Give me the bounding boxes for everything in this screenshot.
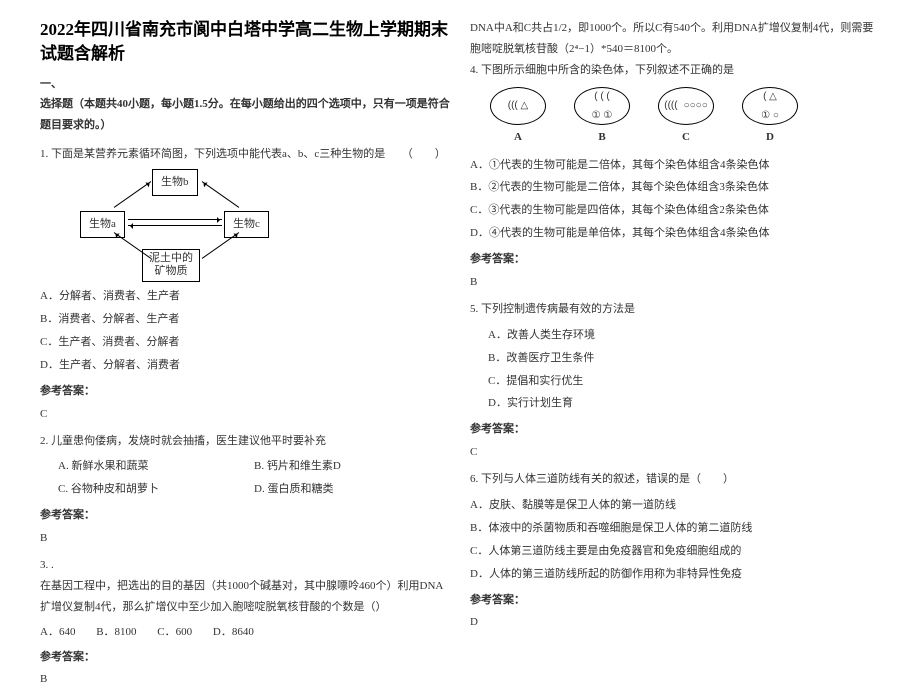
q5-ans-label: 参考答案：: [470, 419, 880, 440]
q1-opt-b: B．消费者、分解者、生产者: [40, 308, 450, 331]
question-4: 4. 下图所示细胞中所含的染色体，下列叙述不正确的是 ((( △ A ( ( (…: [470, 60, 880, 293]
arrow-tr: [202, 181, 239, 208]
cell-a: ((( △: [490, 87, 546, 125]
q2-stem: 2. 儿童患佝偻病，发烧时就会抽搐，医生建议他平时要补充: [40, 431, 450, 452]
col2-continuation: DNA中A和C共占1/2，即1000个。所以C有540个。利用DNA扩增仪复制4…: [470, 18, 880, 60]
q5-stem: 5. 下列控制遗传病最有效的方法是: [470, 299, 880, 320]
q6-ans-label: 参考答案：: [470, 590, 880, 611]
q4-opt-b: B．②代表的生物可能是二倍体，其每个染色体组含3条染色体: [470, 176, 880, 199]
q4-opt-d: D．④代表的生物可能是单倍体，其每个染色体组含4条染色体: [470, 222, 880, 245]
q5-opt-d: D．实行计划生育: [488, 392, 880, 415]
arrow-tl: [114, 181, 151, 208]
q3-num: 3. .: [40, 555, 450, 576]
cell-d-label: D: [742, 127, 798, 148]
q2-opt-c: C. 谷物种皮和胡萝卜: [58, 478, 254, 501]
cells-diagram: ((( △ A ( ( (① ① B ((((○○○○ C ( △① ○ D: [490, 87, 880, 148]
question-3: 3. . 在基因工程中，把选出的目的基因（共1000个碱基对，其中腺嘌呤460个…: [40, 555, 450, 690]
q3-opt-a: A．640: [40, 626, 75, 638]
question-1: 1. 下面是某营养元素循环简图，下列选项中能代表a、b、c三种生物的是 （ ） …: [40, 144, 450, 424]
q3-ans: B: [40, 669, 450, 690]
q2-opt-b: B. 钙片和维生素D: [254, 455, 450, 478]
q3-stem: 在基因工程中，把选出的目的基因（共1000个碱基对，其中腺嘌呤460个）利用DN…: [40, 576, 450, 618]
arrow-bl: [114, 232, 151, 259]
cell-b: ( ( (① ①: [574, 87, 630, 125]
q6-opt-c: C．人体第三道防线主要是由免疫器官和免疫细胞组成的: [470, 540, 880, 563]
q6-opt-d: D．人体的第三道防线所起的防御作用称为非特异性免疫: [470, 563, 880, 586]
q4-opt-a: A．①代表的生物可能是二倍体，其每个染色体组含4条染色体: [470, 154, 880, 177]
q3-opt-c: C．600: [157, 626, 192, 638]
cell-a-label: A: [490, 127, 546, 148]
arrow-rl: [128, 225, 222, 226]
q5-ans: C: [470, 442, 880, 463]
section-label: 一、: [40, 74, 450, 95]
q2-opt-d: D. 蛋白质和糖类: [254, 478, 450, 501]
q1-opt-d: D．生产者、分解者、消费者: [40, 354, 450, 377]
q6-stem: 6. 下列与人体三道防线有关的叙述，错误的是（ ）: [470, 469, 880, 490]
cell-b-label: B: [574, 127, 630, 148]
page-title: 2022年四川省南充市阆中白塔中学高二生物上学期期末试题含解析: [40, 18, 450, 66]
q4-stem: 4. 下图所示细胞中所含的染色体，下列叙述不正确的是: [470, 60, 880, 81]
q3-ans-label: 参考答案：: [40, 647, 450, 668]
cell-c: ((((○○○○: [658, 87, 714, 125]
q4-opt-c: C．③代表的生物可能是四倍体，其每个染色体组含2条染色体: [470, 199, 880, 222]
q3-opt-d: D．8640: [213, 626, 254, 638]
diagram-bottom-l1: 泥土中的: [149, 252, 193, 265]
cycle-diagram: 生物b 生物a 生物c 泥土中的 矿物质: [80, 169, 290, 279]
diagram-box-right: 生物c: [224, 211, 269, 238]
arrow-br: [202, 232, 239, 259]
q3-opt-b: B．8100: [96, 626, 136, 638]
q4-ans-label: 参考答案：: [470, 249, 880, 270]
diagram-box-bottom: 泥土中的 矿物质: [142, 249, 200, 281]
q6-opt-a: A．皮肤、黏膜等是保卫人体的第一道防线: [470, 494, 880, 517]
diagram-bottom-l2: 矿物质: [149, 265, 193, 278]
section-instruction: 选择题（本题共40小题，每小题1.5分。在每小题给出的四个选项中，只有一项是符合…: [40, 94, 450, 136]
question-2: 2. 儿童患佝偻病，发烧时就会抽搐，医生建议他平时要补充 A. 新鲜水果和蔬菜 …: [40, 431, 450, 549]
arrow-lr: [128, 219, 222, 220]
q5-opt-c: C．提倡和实行优生: [488, 370, 880, 393]
q1-stem: 1. 下面是某营养元素循环简图，下列选项中能代表a、b、c三种生物的是 （ ）: [40, 144, 450, 165]
q6-ans: D: [470, 612, 880, 633]
question-6: 6. 下列与人体三道防线有关的叙述，错误的是（ ） A．皮肤、黏膜等是保卫人体的…: [470, 469, 880, 633]
diagram-box-top: 生物b: [152, 169, 198, 196]
q1-opt-c: C．生产者、消费者、分解者: [40, 331, 450, 354]
q2-opt-a: A. 新鲜水果和蔬菜: [58, 455, 254, 478]
q2-ans-label: 参考答案：: [40, 505, 450, 526]
q5-opt-b: B．改善医疗卫生条件: [488, 347, 880, 370]
q1-opt-a: A．分解者、消费者、生产者: [40, 285, 450, 308]
q1-ans-label: 参考答案：: [40, 381, 450, 402]
q6-opt-b: B．体液中的杀菌物质和吞噬细胞是保卫人体的第二道防线: [470, 517, 880, 540]
cell-c-label: C: [658, 127, 714, 148]
question-5: 5. 下列控制遗传病最有效的方法是 A．改善人类生存环境 B．改善医疗卫生条件 …: [470, 299, 880, 463]
q4-ans: B: [470, 272, 880, 293]
q1-ans: C: [40, 404, 450, 425]
cell-d: ( △① ○: [742, 87, 798, 125]
q5-opt-a: A．改善人类生存环境: [488, 324, 880, 347]
q2-ans: B: [40, 528, 450, 549]
